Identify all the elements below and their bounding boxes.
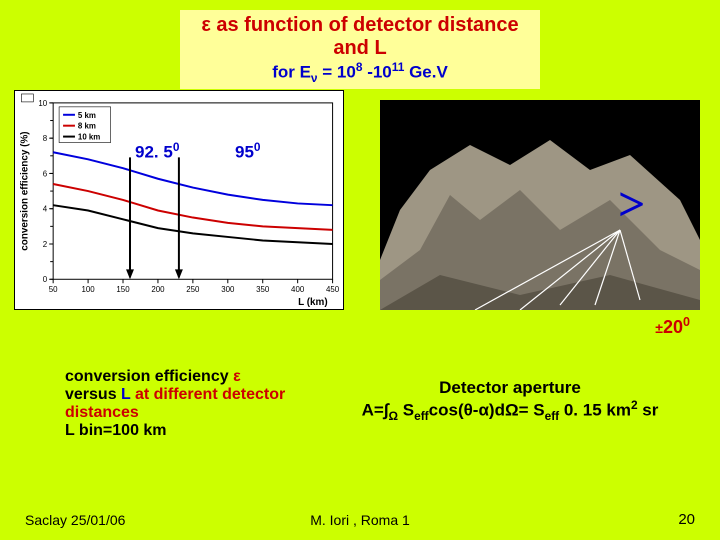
title-box: ε as function of detector distance and L… [180,10,540,89]
svg-text:450: 450 [326,285,340,294]
chart-svg: 0 2 4 6 8 10 50 100 150 200 250 300 350 400 450 L (km) c… [15,91,343,309]
terrain-panel: > [380,100,700,310]
left-caption: conversion efficiency ε versus L at diff… [65,368,295,440]
right-caption: Detector aperture A=∫Ω Seffcos(θ-α)dΩ= S… [310,378,710,423]
svg-text:>: > [618,178,645,231]
svg-text:0: 0 [43,275,48,284]
svg-text:conversion efficiency (%): conversion efficiency (%) [19,131,30,250]
svg-text:8 km: 8 km [78,122,96,131]
svg-text:2: 2 [43,240,47,249]
svg-text:100: 100 [81,285,95,294]
title-line2: for Eν = 108 -1011 Ge.V [198,60,522,85]
footer-right: 20 [678,511,695,528]
svg-text:10 km: 10 km [78,133,100,142]
svg-text:4: 4 [43,205,48,214]
svg-text:50: 50 [49,285,58,294]
svg-text:5 km: 5 km [78,111,96,120]
svg-text:150: 150 [116,285,130,294]
efficiency-chart: 0 2 4 6 8 10 50 100 150 200 250 300 350 400 450 L (km) c… [14,90,344,310]
svg-text:300: 300 [221,285,235,294]
svg-text:250: 250 [186,285,200,294]
svg-text:6: 6 [43,169,48,178]
svg-text:10: 10 [38,99,47,108]
footer-center: M. Iori , Roma 1 [310,512,410,528]
aperture-formula: A=∫Ω Seffcos(θ-α)dΩ= Seff 0. 15 km2 sr [310,398,710,423]
terrain-svg: > [380,100,700,310]
svg-text:400: 400 [291,285,305,294]
svg-text:8: 8 [43,134,48,143]
plusminus20-label: ±200 [655,315,690,338]
svg-text:L (km): L (km) [298,297,327,308]
title-line1: ε as function of detector distance and L [198,14,522,60]
angle-label-1: 92. 50 [135,140,179,163]
svg-text:350: 350 [256,285,270,294]
svg-text:200: 200 [151,285,165,294]
aperture-title: Detector aperture [310,378,710,398]
angle-label-2: 950 [235,140,261,163]
footer-left: Saclay 25/01/06 [25,512,125,528]
